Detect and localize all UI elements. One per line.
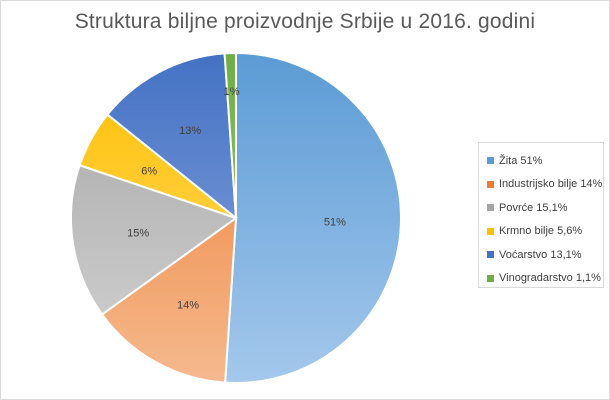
legend-label: Žita 51% xyxy=(499,154,543,167)
legend-label: Vinogradarstvo 1,1% xyxy=(499,272,601,285)
legend-item: Industrijsko bilje 14% xyxy=(487,173,603,197)
legend-swatch xyxy=(487,204,494,212)
legend-swatch xyxy=(487,251,494,259)
pie-slice xyxy=(100,215,238,384)
legend-item: Povrće 15,1% xyxy=(487,196,603,220)
legend-swatch xyxy=(487,274,494,282)
legend-item: Krmno bilje 5,6% xyxy=(487,220,603,244)
pie-slice xyxy=(106,52,238,221)
legend-item: Voćarstvo 13,1% xyxy=(487,243,603,267)
pie-slice xyxy=(224,51,402,384)
data-label: 15% xyxy=(127,228,149,240)
legend-label: Voćarstvo 13,1% xyxy=(499,248,582,261)
legend-item: Vinogradarstvo 1,1% xyxy=(487,267,603,291)
data-label: 1% xyxy=(224,86,240,98)
legend-swatch xyxy=(487,180,494,188)
legend-swatch xyxy=(487,227,494,235)
legend-label: Industrijsko bilje 14% xyxy=(499,178,603,191)
data-label: 13% xyxy=(179,125,201,137)
data-label: 6% xyxy=(141,165,157,177)
legend-swatch xyxy=(487,157,494,165)
pie-slice xyxy=(223,51,237,219)
pie-slice xyxy=(70,163,239,316)
data-label: 51% xyxy=(324,216,346,228)
legend: Žita 51% Industrijsko bilje 14% Povrće 15,… xyxy=(478,142,604,288)
legend-label: Krmno bilje 5,6% xyxy=(499,225,583,238)
legend-label: Povrće 15,1% xyxy=(499,201,568,214)
legend-item: Žita 51% xyxy=(487,149,603,173)
data-label: 14% xyxy=(177,300,199,312)
chart-title: Struktura biljne proizvodnje Srbije u 20… xyxy=(74,10,536,33)
